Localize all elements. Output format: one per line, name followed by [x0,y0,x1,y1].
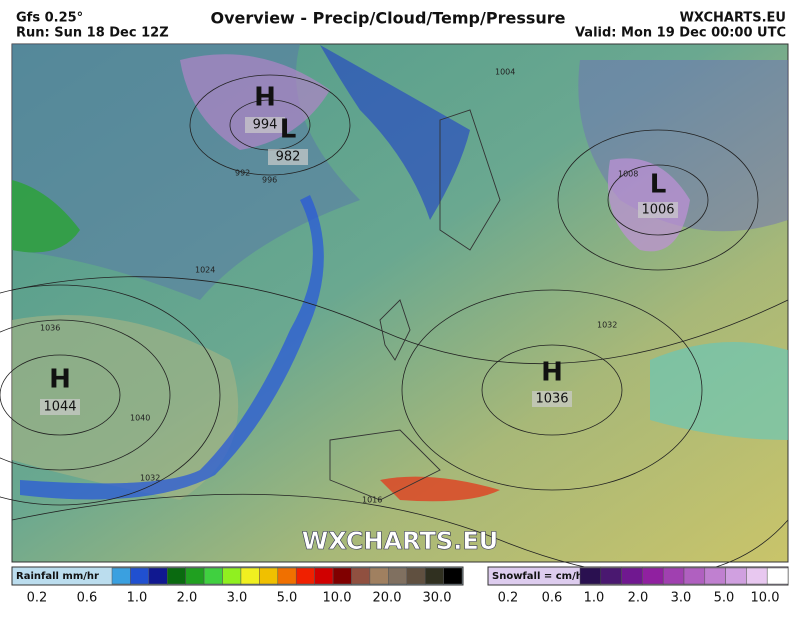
isobar-label: 1040 [130,414,150,423]
watermark: WXCHARTS.EU [302,527,498,555]
valid: Valid: Mon 19 Dec 00:00 UTC [575,26,786,41]
legend-swatch [295,567,315,585]
legend-swatch [388,567,407,585]
isobar-label: 996 [262,176,277,185]
isobar-label: 1016 [362,496,382,505]
pressure-type: H [49,365,71,395]
pressure-type: L [650,170,667,200]
legend-swatch [222,567,242,585]
pressure-value: 994 [253,118,278,133]
isobar-label: 992 [235,169,250,178]
model: Gfs 0.25° [16,11,83,26]
legend-label: 10.0 [751,591,780,606]
run: Run: Sun 18 Dec 12Z [16,26,169,41]
legend-label: 20.0 [373,591,402,606]
isobar-label: 1032 [140,474,160,483]
legend-label: 5.0 [714,591,735,606]
legend-label: 30.0 [423,591,452,606]
pressure-value: 1036 [535,392,568,407]
legend-swatch [277,567,297,585]
pressure-box [40,399,80,415]
pressure-box [532,391,572,407]
rain-legend-title: Rainfall mm/hr [16,571,99,582]
legend-swatch [111,567,131,585]
legend-swatch [167,567,186,585]
legend-swatch [240,567,260,585]
legend-label: 0.2 [498,591,519,606]
isobar-label: 1036 [40,324,60,333]
legend-swatch [683,567,706,585]
site: WXCHARTS.EU [680,11,786,26]
legend-swatch [704,567,726,585]
legend-swatch [579,567,602,585]
legend-swatch [725,567,747,585]
legend-swatch [621,567,643,585]
pressure-box [638,202,678,218]
legend-label: 3.0 [227,591,248,606]
legend-swatch [332,567,352,585]
legend-swatch [148,567,168,585]
legend-swatch [130,567,150,585]
legend-label: 5.0 [277,591,298,606]
pressure-type: H [254,83,276,113]
isobar-label: 1008 [618,170,638,179]
legend-swatch [766,567,789,585]
legend-swatch [600,567,622,585]
legend-label: 10.0 [323,591,352,606]
pressure-type: H [541,358,563,388]
snow-legend-title: Snowfall = cm/hr [492,571,588,582]
legend-label: 0.2 [27,591,48,606]
pressure-value: 1044 [43,400,76,415]
isobar-label: 1024 [195,266,215,275]
isobar-label: 1032 [597,321,617,330]
legend-swatch [424,567,444,585]
legend-label: 0.6 [77,591,98,606]
isobar-label: 1004 [495,68,515,77]
legend-label: 1.0 [127,591,148,606]
legend-swatch [406,567,426,585]
pressure-value: 1006 [641,203,674,218]
legend-label: 2.0 [628,591,649,606]
pressure-value: 982 [276,150,301,165]
legend-swatch [642,567,664,585]
legend-swatch [662,567,685,585]
legend-swatch [185,567,205,585]
legend-label: 1.0 [584,591,605,606]
map [0,43,789,576]
legend-label: 2.0 [177,591,198,606]
legend-swatch [369,567,389,585]
pressure-box [268,149,308,165]
pressure-box [245,117,285,133]
legend-label: 3.0 [671,591,692,606]
legend-label: 0.6 [542,591,563,606]
title: Overview - Precip/Cloud/Temp/Pressure [211,9,566,28]
legend-swatch [746,567,768,585]
pressure-type: L [280,115,297,145]
legend-swatch [259,567,279,585]
legend-swatch [314,567,334,585]
legend-swatch [203,567,223,585]
legend-swatch [351,567,371,585]
legend-swatch [443,567,463,585]
